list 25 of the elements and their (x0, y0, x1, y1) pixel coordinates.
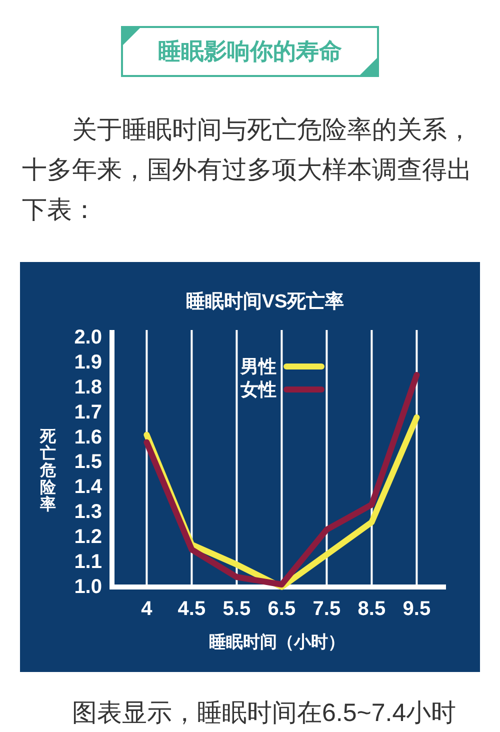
legend-label: 男性 (240, 356, 276, 376)
legend-label: 女性 (240, 380, 276, 400)
x-tick-label: 4.5 (178, 598, 206, 620)
y-tick-label: 1.7 (74, 401, 102, 424)
y-axis-title: 死亡危险率 (40, 428, 56, 513)
y-tick-label: 1.8 (74, 376, 102, 398)
y-tick-label: 1.6 (74, 426, 102, 448)
y-tick-label: 1.1 (74, 551, 102, 574)
text: 关于睡眠时间与死亡危险率的关系，十多年来，国外有过多项大样本调查得出下表： (22, 115, 473, 226)
x-tick-label: 8.5 (358, 598, 386, 620)
x-tick-label: 4 (141, 598, 154, 620)
x-tick-label: 5.5 (222, 598, 251, 620)
y-tick-label: 2.0 (74, 326, 102, 348)
y-tick-label: 1.4 (74, 476, 103, 498)
y-tick-label: 1.2 (74, 526, 102, 548)
chart-title: 睡眠时间VS死亡率 (186, 290, 344, 312)
y-tick-label: 1.0 (74, 576, 102, 598)
y-tick-label: 1.3 (74, 501, 102, 524)
x-axis-title: 睡眠时间（小时） (209, 632, 345, 652)
y-tick-label: 1.5 (74, 451, 102, 474)
text: 图表显示，睡眠时间在6.5~7.4小时 (71, 698, 458, 729)
x-tick-label: 7.5 (312, 598, 341, 620)
x-tick-label: 6.5 (268, 598, 296, 620)
x-tick-label: 9.5 (402, 598, 431, 620)
y-tick-label: 1.9 (74, 351, 102, 374)
